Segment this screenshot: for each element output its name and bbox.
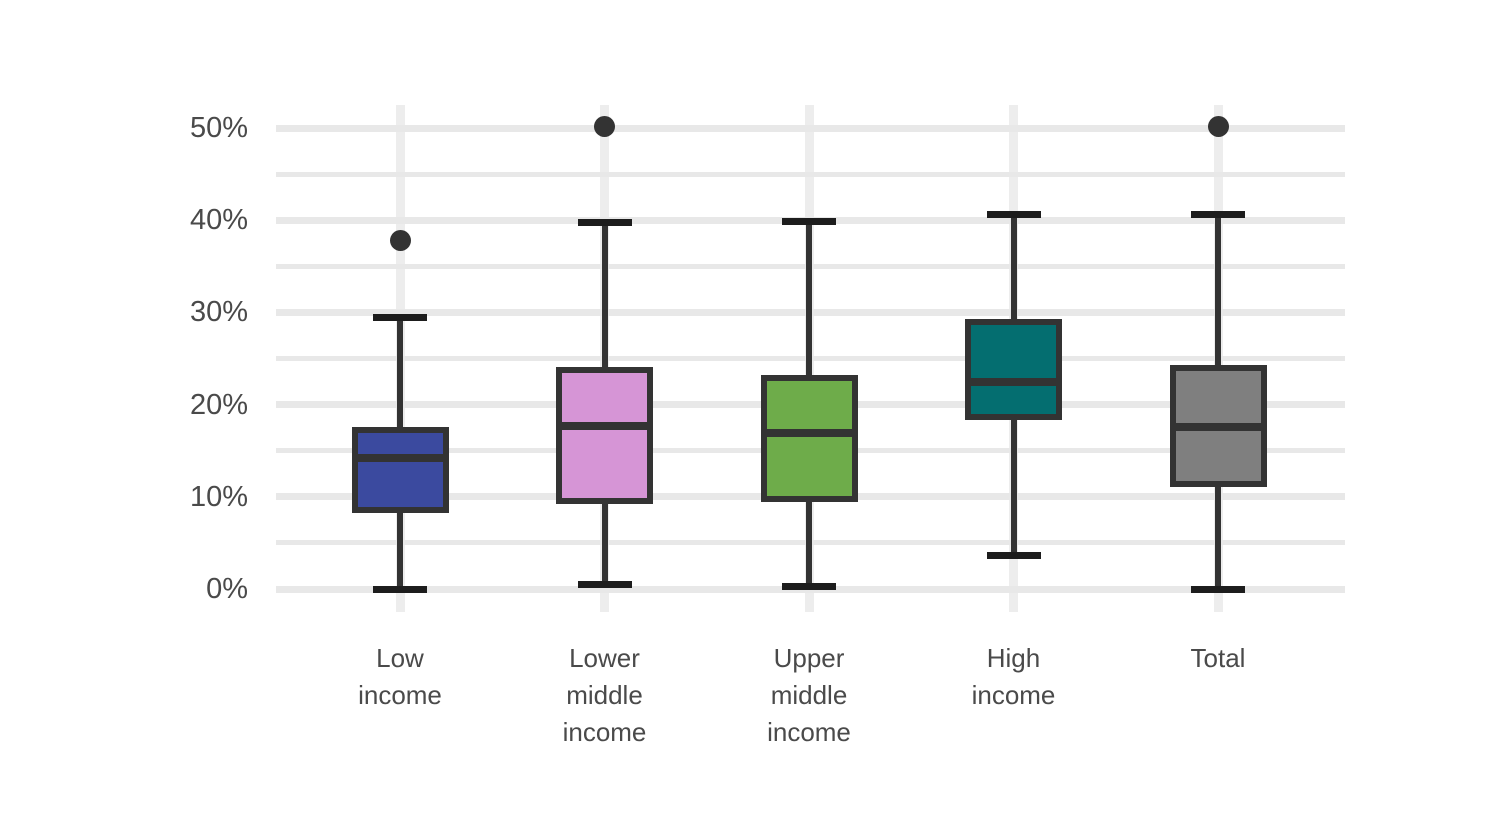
- y-tick-label-0pct: 0%: [206, 573, 248, 605]
- outlier-lower-middle-income-0: [594, 115, 615, 137]
- x-axis-label-line: middle: [566, 680, 643, 710]
- median-upper-middle-income: [766, 429, 852, 438]
- x-axis-label-line: income: [562, 717, 647, 747]
- whisker-cap-low-lower-middle-income: [577, 580, 632, 588]
- whisker-cap-high-lower-middle-income: [577, 219, 632, 227]
- median-lower-middle-income: [562, 421, 647, 430]
- x-axis-label-line: High: [986, 643, 1041, 673]
- whisker-cap-high-high-income: [986, 211, 1041, 219]
- x-axis-label-total: Total: [1108, 640, 1328, 677]
- median-high-income: [971, 377, 1056, 386]
- x-axis-label-line: income: [767, 717, 851, 747]
- whisker-cap-low-upper-middle-income: [782, 582, 836, 590]
- outlier-low-income-0: [389, 229, 411, 251]
- x-axis-label-upper-middle-income: Upper middle income: [699, 640, 919, 751]
- y-tick-label-50pct: 50%: [189, 112, 248, 144]
- box-low-income: [351, 427, 449, 513]
- box-upper-middle-income: [760, 374, 858, 502]
- y-tick-label-10pct: 10%: [189, 480, 248, 513]
- gridline-50pct: [276, 124, 1345, 132]
- x-axis-label-line: income: [358, 680, 442, 710]
- whisker-cap-high-total: [1191, 211, 1245, 219]
- x-axis-label-line: Total: [1190, 643, 1246, 673]
- y-tick-label-20pct: 20%: [189, 388, 248, 421]
- x-axis-label-line: middle: [770, 680, 848, 710]
- x-axis-label-low-income: Low income: [290, 640, 510, 714]
- whisker-cap-low-low-income: [373, 585, 427, 593]
- whisker-cap-high-upper-middle-income: [782, 217, 836, 225]
- whisker-cap-low-high-income: [986, 552, 1041, 560]
- box-high-income: [965, 318, 1062, 420]
- whisker-cap-low-total: [1191, 585, 1245, 593]
- y-tick-label-40pct: 40%: [189, 204, 248, 237]
- x-axis-label-lower-middle-income: Lower middle income: [495, 640, 715, 751]
- x-axis-label-line: Lower: [569, 643, 640, 673]
- outlier-total-0: [1207, 115, 1229, 137]
- whisker-cap-high-low-income: [373, 313, 427, 321]
- x-axis-label-line: Upper: [773, 643, 845, 673]
- gridline-45pct: [276, 171, 1345, 177]
- median-total: [1175, 422, 1261, 431]
- median-low-income: [357, 454, 443, 463]
- box-lower-middle-income: [556, 366, 653, 505]
- x-axis-label-high-income: High income: [904, 640, 1124, 714]
- x-axis-label-line: Low: [376, 643, 424, 673]
- x-axis-label-line: income: [971, 680, 1056, 710]
- y-tick-label-30pct: 30%: [189, 296, 248, 329]
